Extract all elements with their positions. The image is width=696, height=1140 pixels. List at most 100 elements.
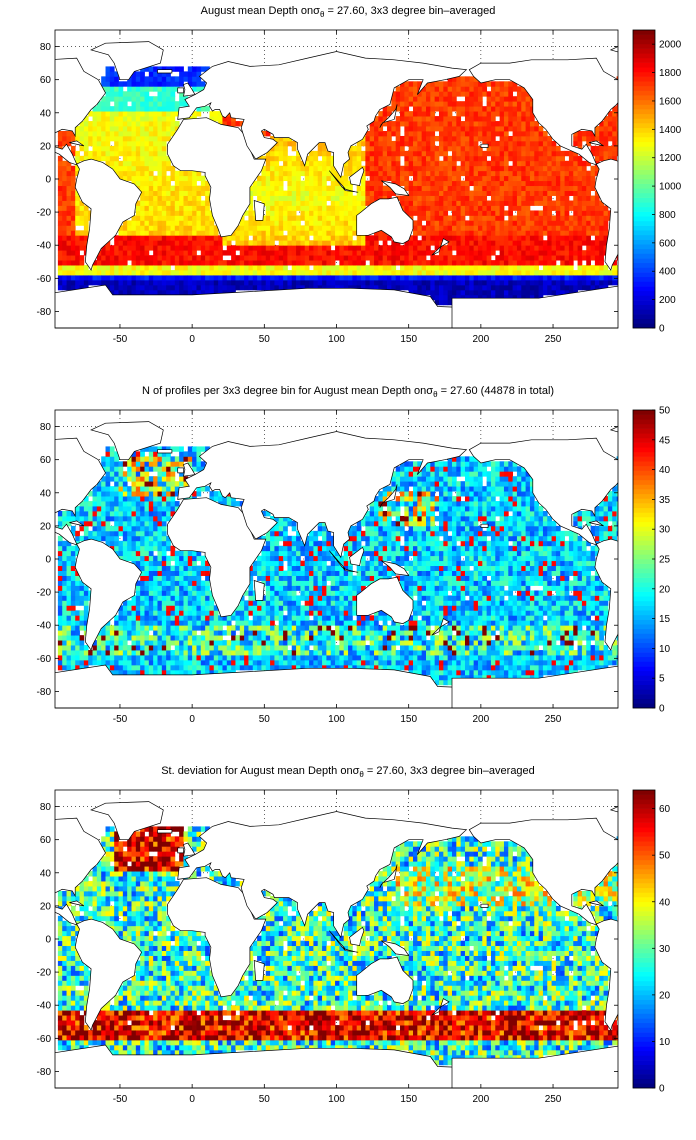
heatmap-cell <box>92 145 98 152</box>
heatmap-cell <box>391 279 397 286</box>
heatmap-cell <box>88 155 93 162</box>
heatmap-cell <box>140 86 145 92</box>
heatmap-cell <box>573 270 578 276</box>
heatmap-cell <box>140 655 145 661</box>
heatmap-cell <box>148 270 154 276</box>
heatmap-cell <box>391 255 397 261</box>
heatmap-cell <box>382 279 388 286</box>
heatmap-cell <box>512 195 518 201</box>
heatmap-cell <box>75 515 80 522</box>
heatmap-cell <box>443 150 449 157</box>
heatmap-cell <box>140 510 145 517</box>
heatmap-cell <box>421 250 427 256</box>
heatmap-cell <box>573 150 578 157</box>
heatmap-cell <box>131 101 137 107</box>
heatmap-cell <box>486 165 492 172</box>
y-tick-label: -40 <box>37 241 52 252</box>
heatmap-cell <box>555 200 561 206</box>
heatmap-cell <box>313 260 319 266</box>
heatmap-cell <box>391 91 397 97</box>
heatmap-cell <box>586 135 591 142</box>
heatmap-cell <box>594 230 600 236</box>
heatmap-cell <box>464 106 470 112</box>
heatmap-cell <box>361 240 366 246</box>
heatmap-cell <box>464 111 470 117</box>
heatmap-cell <box>118 270 124 276</box>
heatmap-cell <box>374 165 379 172</box>
heatmap-cell <box>564 160 570 167</box>
heatmap-cell <box>555 215 561 221</box>
heatmap-cell <box>330 279 336 286</box>
heatmap-cell <box>603 126 609 132</box>
heatmap-cell <box>114 506 119 512</box>
heatmap-cell <box>127 130 132 137</box>
heatmap-cell <box>438 190 444 196</box>
heatmap-cell <box>140 215 145 221</box>
heatmap-cell <box>283 265 288 271</box>
heatmap-cell <box>586 160 591 167</box>
heatmap-cell <box>456 155 462 162</box>
heatmap-cell <box>127 106 132 112</box>
heatmap-cell <box>144 446 150 452</box>
heatmap-cell <box>114 86 119 92</box>
heatmap-cell <box>356 140 362 147</box>
heatmap-cell <box>594 240 600 246</box>
heatmap-cell <box>265 230 271 236</box>
heatmap-cell <box>430 185 436 191</box>
heatmap-cell <box>131 615 137 621</box>
heatmap-cell <box>140 585 145 591</box>
heatmap-cell <box>70 195 76 201</box>
colorbar-tick-label: 1200 <box>659 153 682 164</box>
heatmap-cell <box>573 215 578 221</box>
heatmap-cell <box>283 150 288 157</box>
heatmap-cell <box>490 250 496 256</box>
heatmap-cell <box>534 210 539 216</box>
heatmap-cell <box>144 481 150 487</box>
heatmap-cell <box>140 491 145 497</box>
heatmap-cell <box>551 240 557 246</box>
heatmap-cell <box>248 275 254 281</box>
heatmap-cell <box>166 195 171 201</box>
heatmap-cell <box>144 279 150 286</box>
heatmap-cell <box>322 235 327 241</box>
heatmap-cell <box>118 486 124 492</box>
heatmap-cell <box>352 250 358 256</box>
heatmap-cell <box>534 260 539 266</box>
heatmap-cell <box>174 215 180 221</box>
heatmap-cell <box>508 190 514 196</box>
heatmap-cell <box>525 255 531 261</box>
heatmap-cell <box>560 220 565 226</box>
heatmap-cell <box>521 245 527 251</box>
heatmap-cell <box>581 240 587 246</box>
heatmap-cell <box>317 185 323 191</box>
heatmap-cell <box>464 289 470 296</box>
heatmap-cell <box>304 260 310 266</box>
heatmap-cell <box>404 101 410 107</box>
heatmap-cell <box>473 294 479 301</box>
heatmap-cell <box>83 605 89 611</box>
heatmap-cell <box>62 190 67 196</box>
heatmap-cell <box>70 250 76 256</box>
heatmap-cell <box>101 260 106 266</box>
heatmap-cell <box>330 155 336 162</box>
heatmap-cell <box>148 640 154 646</box>
heatmap-cell <box>538 195 544 201</box>
heatmap-cell <box>521 294 527 301</box>
heatmap-cell <box>482 116 488 122</box>
heatmap-cell <box>577 170 583 177</box>
heatmap-cell <box>490 96 496 102</box>
colorbar-tick-label: 1800 <box>659 68 682 79</box>
heatmap-cell <box>378 165 384 172</box>
heatmap-cell <box>79 501 85 507</box>
heatmap-cell <box>339 230 345 236</box>
heatmap-cell <box>426 200 431 206</box>
heatmap-cell <box>426 116 431 122</box>
heatmap-cell <box>127 456 132 462</box>
heatmap-cell <box>577 140 583 147</box>
heatmap-cell <box>451 185 457 191</box>
heatmap-cell <box>122 664 128 671</box>
heatmap-cell <box>153 625 158 631</box>
heatmap-cell <box>135 580 141 586</box>
heatmap-cell <box>490 170 496 177</box>
heatmap-cell <box>170 289 176 296</box>
